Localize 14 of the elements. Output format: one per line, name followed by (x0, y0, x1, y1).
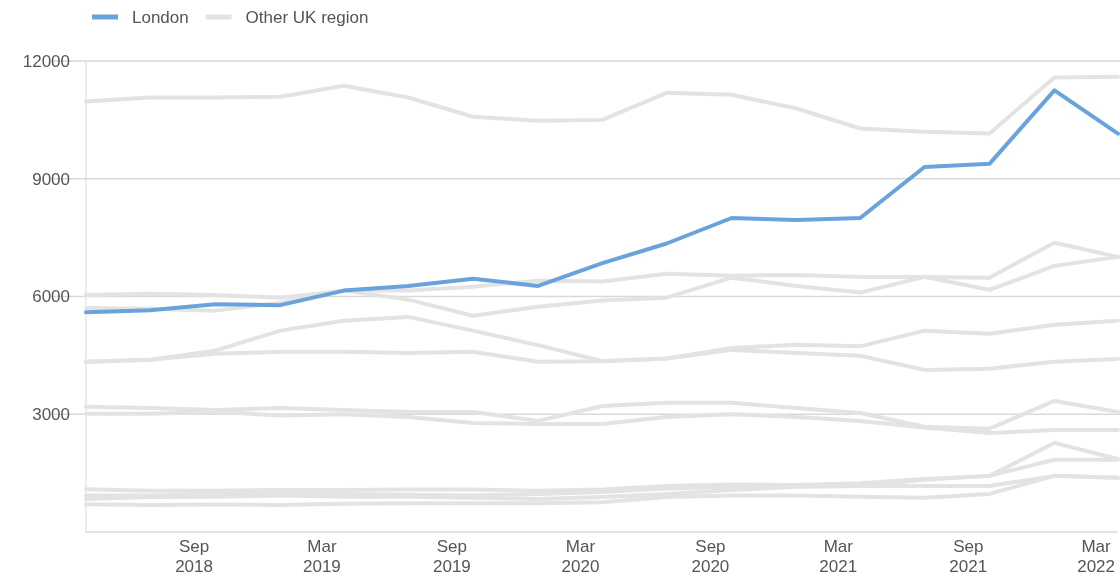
x-tick-label: Mar 2019 (303, 537, 341, 576)
y-tick-label: 12000 (22, 51, 70, 71)
y-tick-label: 3000 (32, 405, 70, 425)
x-tick-label: Sep 2019 (432, 537, 471, 576)
x-tick-label: Sep 2018 (175, 537, 213, 576)
x-tick-label: Sep 2020 (691, 537, 730, 576)
x-tick-label: Sep 2021 (949, 537, 988, 576)
y-tick-label: 9000 (32, 169, 70, 189)
legend-label: London (132, 8, 189, 27)
x-tick-label: Mar 2021 (819, 537, 858, 576)
legend-label: Other UK region (245, 8, 369, 27)
x-tick-label: Mar 2020 (561, 537, 600, 576)
x-tick-label: Mar 2022 (1077, 537, 1116, 576)
y-tick-label: 6000 (32, 287, 70, 307)
